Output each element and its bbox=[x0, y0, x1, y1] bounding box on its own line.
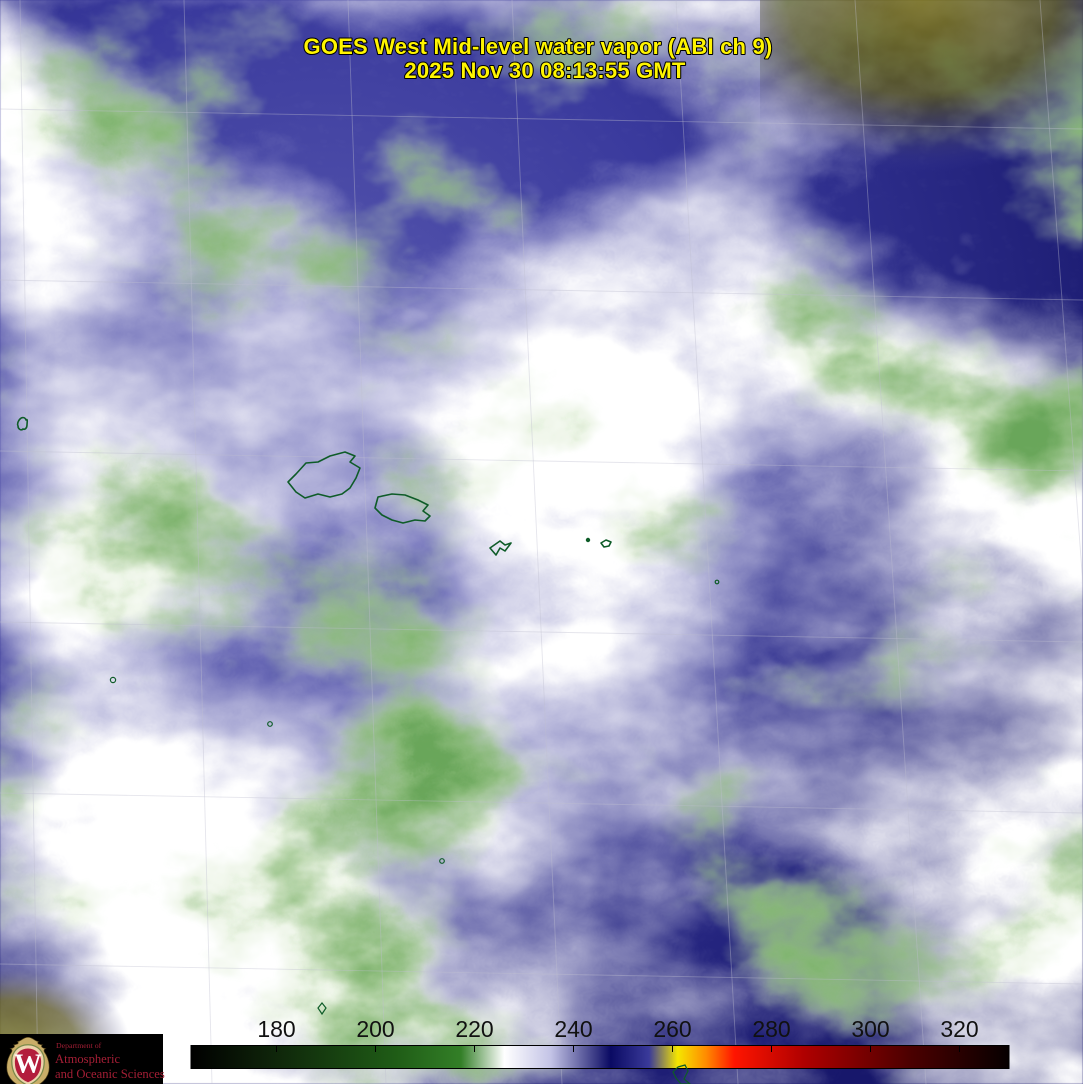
svg-text:and Oceanic Sciences: and Oceanic Sciences bbox=[55, 1067, 165, 1081]
svg-text:W: W bbox=[14, 1047, 42, 1078]
svg-text:240: 240 bbox=[554, 1016, 592, 1042]
svg-text:180: 180 bbox=[257, 1016, 295, 1042]
svg-text:260: 260 bbox=[653, 1016, 691, 1042]
svg-text:Atmospheric: Atmospheric bbox=[55, 1052, 120, 1066]
svg-text:300: 300 bbox=[851, 1016, 889, 1042]
svg-text:280: 280 bbox=[752, 1016, 790, 1042]
svg-text:200: 200 bbox=[356, 1016, 394, 1042]
svg-text:220: 220 bbox=[455, 1016, 493, 1042]
svg-text:320: 320 bbox=[940, 1016, 978, 1042]
svg-text:GOES West Mid-level water vapo: GOES West Mid-level water vapor (ABI ch … bbox=[304, 34, 773, 59]
svg-text:Department of: Department of bbox=[56, 1041, 102, 1050]
svg-text:2025 Nov 30 08:13:55 GMT: 2025 Nov 30 08:13:55 GMT bbox=[404, 58, 686, 83]
